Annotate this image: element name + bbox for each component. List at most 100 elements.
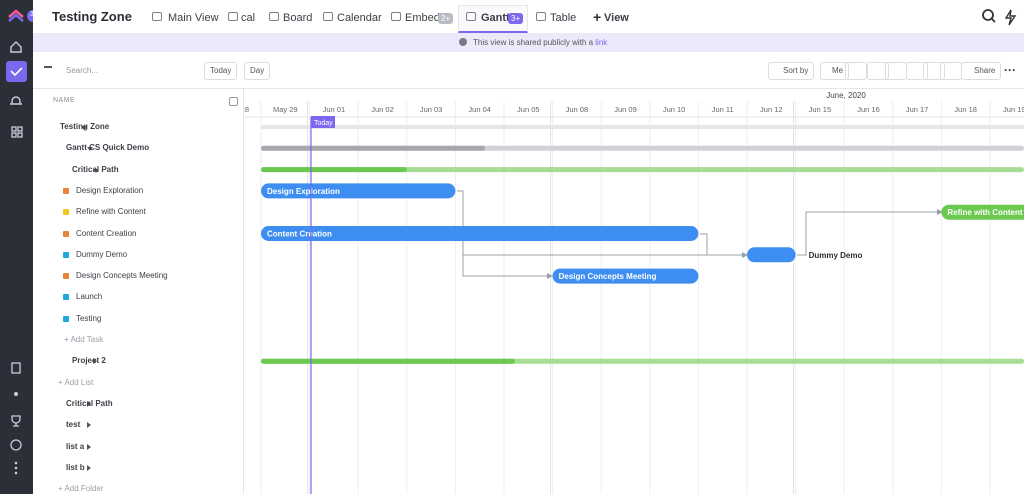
toolbar-icon[interactable] — [923, 62, 945, 80]
expand-arrow[interactable] — [93, 358, 100, 365]
task-bar[interactable] — [261, 226, 699, 241]
me-button[interactable]: Me — [820, 62, 850, 80]
expand-arrow[interactable] — [87, 400, 94, 407]
expand-arrow[interactable] — [87, 464, 94, 471]
toolbar-icon[interactable] — [867, 62, 889, 80]
folder[interactable]: list a — [66, 441, 85, 451]
expand-arrow[interactable] — [81, 126, 87, 133]
list[interactable]: Project 2 — [72, 356, 106, 366]
task-bar[interactable] — [552, 268, 699, 284]
expand-arrow[interactable] — [87, 422, 94, 429]
folder[interactable]: list b — [66, 462, 85, 472]
tasks-icon[interactable] — [10, 67, 23, 77]
bell-icon[interactable] — [10, 96, 22, 105]
today-label: Today — [314, 120, 333, 127]
toolbar — [33, 52, 1024, 89]
globe-icon — [459, 38, 467, 46]
badge-count: 3 — [30, 11, 34, 18]
home-icon[interactable] — [10, 41, 22, 53]
folder[interactable]: Gantt CS Quick Demo — [66, 143, 150, 153]
search-icon[interactable] — [982, 9, 994, 21]
task-bar-label: Content Creation — [267, 230, 332, 239]
task-bar[interactable] — [747, 247, 796, 263]
day-label: Jun 18 — [954, 105, 977, 114]
logo — [8, 13, 24, 22]
task[interactable]: Design Exploration — [76, 185, 144, 195]
tab-icon — [323, 12, 333, 21]
tab[interactable]: Board — [283, 12, 313, 24]
scale-button[interactable]: Day — [244, 62, 271, 80]
summary-progress — [261, 145, 485, 151]
day-label: Jun 15 — [809, 105, 832, 114]
task[interactable]: Design Concepts Meeting — [76, 271, 168, 281]
add-column[interactable] — [229, 97, 238, 106]
apps-icon[interactable] — [11, 126, 23, 138]
day-label: Jun 17 — [906, 105, 929, 114]
search-icon[interactable] — [991, 18, 996, 23]
task-bar[interactable] — [941, 204, 1024, 220]
toolbar-icon[interactable] — [845, 62, 867, 80]
search-input[interactable]: Search... — [66, 66, 99, 75]
top-icons — [982, 9, 1017, 26]
tab[interactable]: Main View — [168, 12, 219, 24]
folder[interactable]: Critical Path — [66, 398, 113, 408]
more-icon[interactable] — [14, 461, 18, 475]
logo — [8, 9, 24, 18]
tab[interactable]: Gantt — [481, 12, 510, 24]
folder[interactable]: test — [66, 420, 81, 430]
add-task[interactable]: + Add Task — [64, 335, 104, 344]
day-label: Jun 16 — [857, 105, 880, 114]
gantt-area: June, 2020 May 28 May 29 Jun 01 Jun 02 Jun 03… — [224, 91, 1024, 494]
tab[interactable]: Table — [550, 12, 577, 24]
task[interactable]: Testing — [76, 313, 102, 323]
day-label: Jun 05 — [517, 105, 540, 114]
day-label: Jun 03 — [420, 105, 443, 114]
summary-progress — [261, 358, 515, 364]
pulse-icon[interactable] — [14, 392, 18, 396]
more-button[interactable]: ··· — [1004, 63, 1016, 77]
add-folder[interactable]: + Add Folder — [58, 484, 104, 494]
expand-arrow[interactable] — [87, 147, 93, 154]
list[interactable]: Critical Path — [72, 164, 119, 174]
filter-icon[interactable] — [44, 66, 52, 75]
column-header: NAME — [53, 97, 76, 104]
workspace-title[interactable]: Testing Zone — [52, 9, 132, 24]
left-rail: 3 — [0, 0, 39, 494]
goals-icon[interactable] — [11, 415, 21, 427]
bolt-icon[interactable] — [1004, 9, 1017, 26]
summary-bar — [261, 167, 1024, 173]
tab[interactable]: cal — [241, 12, 256, 24]
task-bar-label: Refine with Content — [947, 208, 1022, 217]
status-dot — [63, 230, 69, 237]
expand-arrow[interactable] — [93, 168, 99, 176]
help-icon[interactable] — [10, 439, 22, 451]
expand-arrow[interactable] — [87, 443, 94, 450]
plus-icon: + — [593, 9, 602, 25]
banner-link[interactable]: link — [595, 38, 608, 47]
banner-text: This view is shared publicly with a link — [473, 38, 607, 47]
tab-count: 3+ — [508, 13, 524, 24]
day-label: Jun 08 — [566, 105, 589, 114]
task[interactable]: Content Creation — [76, 228, 137, 238]
day-label: May 28 — [224, 105, 249, 114]
share-button[interactable]: Share — [961, 62, 1002, 80]
space[interactable]: Testing Zone — [60, 122, 110, 131]
tab-icon — [269, 12, 279, 21]
task[interactable]: Dummy Demo — [76, 249, 128, 259]
toolbar-icon[interactable] — [906, 62, 928, 80]
add-view[interactable]: View — [604, 12, 629, 24]
summary-progress — [261, 167, 407, 173]
docs-icon[interactable] — [11, 362, 21, 374]
tab[interactable]: Calendar — [337, 12, 382, 24]
tab[interactable]: Embed — [405, 12, 440, 24]
task[interactable]: Launch — [76, 292, 103, 302]
task-bar-label: Design Concepts Meeting — [559, 272, 657, 281]
task-bar[interactable] — [261, 183, 456, 199]
add-list[interactable]: + Add List — [58, 377, 94, 387]
active-nav[interactable] — [6, 61, 27, 82]
today-button[interactable]: Today — [204, 62, 238, 80]
day-label: Jun 11 — [712, 105, 734, 114]
sort-button[interactable]: Sort by — [768, 62, 815, 80]
task[interactable]: Refine with Content — [76, 207, 146, 217]
